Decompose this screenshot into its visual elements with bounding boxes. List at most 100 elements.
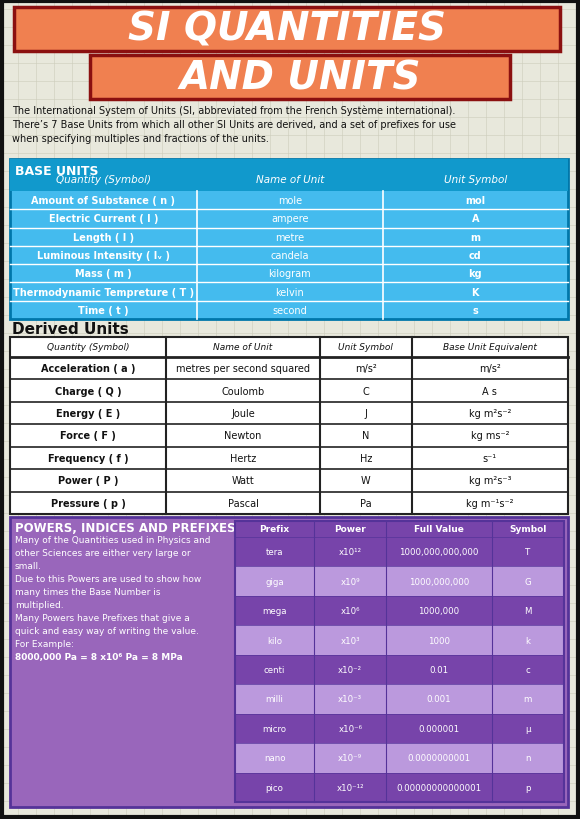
Text: s⁻¹: s⁻¹: [483, 454, 497, 464]
Bar: [235, 685, 564, 714]
Text: Due to this Powers are used to show how: Due to this Powers are used to show how: [15, 574, 201, 583]
Bar: [235, 772, 564, 802]
Text: kilogram: kilogram: [269, 269, 311, 279]
Text: x10⁻⁶: x10⁻⁶: [338, 724, 362, 733]
Text: x10⁻³: x10⁻³: [338, 695, 362, 704]
Text: multiplied.: multiplied.: [15, 600, 64, 609]
Text: 0.01: 0.01: [430, 665, 448, 674]
Text: kg: kg: [469, 269, 482, 279]
Text: kg ms⁻²: kg ms⁻²: [470, 431, 509, 441]
Bar: [10, 160, 568, 319]
Text: A: A: [472, 214, 479, 224]
Text: micro: micro: [263, 724, 287, 733]
Bar: [235, 596, 564, 626]
Text: Many Powers have Prefixes that give a: Many Powers have Prefixes that give a: [15, 613, 190, 622]
Text: M: M: [524, 606, 532, 615]
Text: Watt: Watt: [231, 476, 255, 486]
Text: BASE UNITS: BASE UNITS: [15, 165, 99, 178]
Text: m/s²: m/s²: [479, 364, 501, 373]
Text: Power: Power: [335, 525, 366, 534]
Text: 1000,000,000,000: 1000,000,000,000: [400, 548, 478, 557]
Text: cd: cd: [469, 251, 482, 260]
Text: SI QUANTITIES: SI QUANTITIES: [128, 11, 446, 49]
Text: mole: mole: [278, 196, 302, 206]
Text: Thermodynamic Tempreture ( T ): Thermodynamic Tempreture ( T ): [13, 287, 194, 297]
Bar: [10, 518, 568, 807]
Text: Quantity (Symbol): Quantity (Symbol): [47, 343, 129, 352]
Text: The International System of Units (SI, abbreviated from the French Système inter: The International System of Units (SI, a…: [12, 106, 456, 144]
Bar: [235, 626, 564, 655]
Text: J: J: [364, 409, 367, 419]
Text: K: K: [472, 287, 479, 297]
Text: centi: centi: [264, 665, 285, 674]
Text: milli: milli: [266, 695, 284, 704]
Text: Coulomb: Coulomb: [222, 387, 264, 396]
Text: Joule: Joule: [231, 409, 255, 419]
Bar: [235, 714, 564, 743]
Text: Pa: Pa: [360, 498, 372, 508]
Bar: [90, 56, 510, 100]
Bar: [235, 522, 564, 802]
Text: Newton: Newton: [224, 431, 262, 441]
Text: Frequency ( f ): Frequency ( f ): [48, 454, 128, 464]
Text: POWERS, INDICES AND PREFIXES: POWERS, INDICES AND PREFIXES: [15, 522, 235, 534]
Text: kg m²s⁻²: kg m²s⁻²: [469, 409, 511, 419]
Text: m/s²: m/s²: [355, 364, 376, 373]
Text: μ: μ: [525, 724, 531, 733]
Text: AND UNITS: AND UNITS: [179, 59, 420, 97]
Text: kg m²s⁻³: kg m²s⁻³: [469, 476, 511, 486]
Text: metres per second squared: metres per second squared: [176, 364, 310, 373]
Text: 8000,000 Pa = 8 x10⁶ Pa = 8 MPa: 8000,000 Pa = 8 x10⁶ Pa = 8 MPa: [15, 652, 183, 661]
Text: 1000,000: 1000,000: [419, 606, 459, 615]
Text: small.: small.: [15, 561, 42, 570]
Text: k: k: [525, 636, 530, 645]
Text: Unit Symbol: Unit Symbol: [444, 174, 507, 184]
Bar: [10, 337, 568, 514]
Text: pico: pico: [266, 783, 284, 792]
Text: 0.000001: 0.000001: [419, 724, 459, 733]
Text: W: W: [361, 476, 371, 486]
Bar: [235, 567, 564, 596]
Text: Quantity (Symbol): Quantity (Symbol): [56, 174, 151, 184]
Text: x10⁶: x10⁶: [340, 606, 360, 615]
Text: T: T: [525, 548, 531, 557]
Text: 0.0000000001: 0.0000000001: [408, 753, 470, 762]
Text: 0.00000000000001: 0.00000000000001: [397, 783, 481, 792]
Text: 0.001: 0.001: [427, 695, 451, 704]
Text: Pressure ( p ): Pressure ( p ): [50, 498, 125, 508]
Text: For Example:: For Example:: [15, 639, 74, 648]
Text: Amount of Substance ( n ): Amount of Substance ( n ): [31, 196, 176, 206]
Text: kelvin: kelvin: [276, 287, 304, 297]
Text: x10⁻²: x10⁻²: [338, 665, 362, 674]
Text: kg m⁻¹s⁻²: kg m⁻¹s⁻²: [466, 498, 514, 508]
Bar: [235, 537, 564, 567]
Text: A s: A s: [483, 387, 497, 396]
Text: Force ( F ): Force ( F ): [60, 431, 116, 441]
Text: Name of Unit: Name of Unit: [256, 174, 324, 184]
Text: ampere: ampere: [271, 214, 309, 224]
Text: Full Value: Full Value: [414, 525, 464, 534]
Text: x10⁻⁹: x10⁻⁹: [338, 753, 362, 762]
Text: nano: nano: [264, 753, 285, 762]
Text: other Sciences are either very large or: other Sciences are either very large or: [15, 549, 191, 557]
Text: many times the Base Number is: many times the Base Number is: [15, 587, 161, 596]
Text: Derived Units: Derived Units: [12, 322, 129, 337]
Text: 1000: 1000: [428, 636, 450, 645]
Text: mega: mega: [262, 606, 287, 615]
Text: tera: tera: [266, 548, 284, 557]
Text: Acceleration ( a ): Acceleration ( a ): [41, 364, 135, 373]
Text: Length ( l ): Length ( l ): [73, 233, 134, 242]
Text: Hertz: Hertz: [230, 454, 256, 464]
Bar: [14, 8, 560, 52]
Text: Charge ( Q ): Charge ( Q ): [55, 387, 121, 396]
Bar: [235, 655, 564, 685]
Text: C: C: [362, 387, 369, 396]
Text: m: m: [524, 695, 532, 704]
Text: Electric Current ( I ): Electric Current ( I ): [49, 214, 158, 224]
Text: Symbol: Symbol: [509, 525, 546, 534]
Text: giga: giga: [265, 577, 284, 586]
Text: x10⁹: x10⁹: [340, 577, 360, 586]
Text: Time ( t ): Time ( t ): [78, 305, 129, 315]
Text: Prefix: Prefix: [260, 525, 290, 534]
Text: Power ( P ): Power ( P ): [58, 476, 118, 486]
